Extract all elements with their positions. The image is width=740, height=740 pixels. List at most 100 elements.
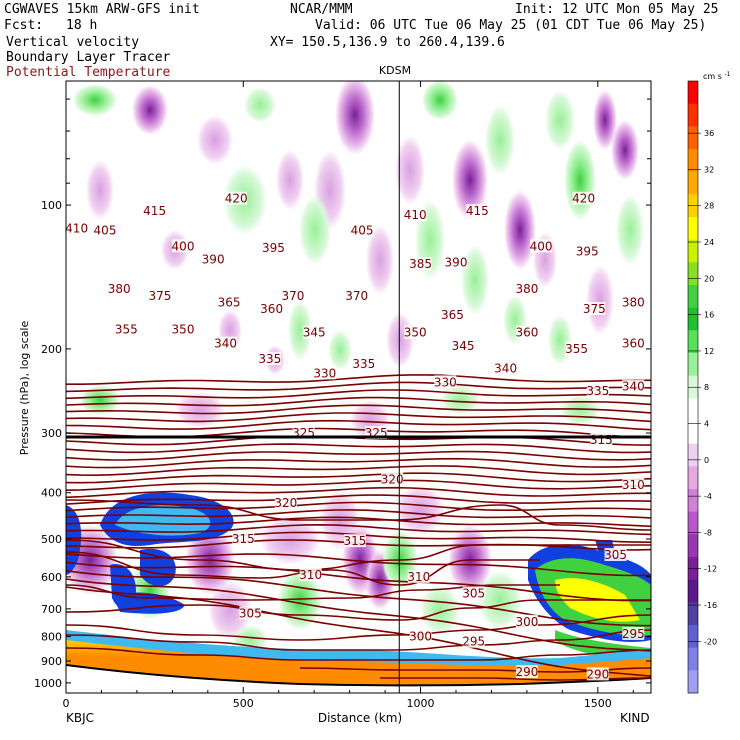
theta-label-bg <box>404 325 427 339</box>
x-tick-label: 1500 <box>584 697 612 710</box>
y-tick-label: 900 <box>41 655 62 668</box>
theta-label-bg <box>462 586 485 600</box>
theta-label-bg <box>218 295 241 309</box>
forecast-hour: 18 h <box>66 18 98 33</box>
theta-label-bg <box>586 384 609 398</box>
theta-label-bg <box>466 204 489 218</box>
isentrope <box>66 381 651 393</box>
theta-label-bg <box>274 495 297 509</box>
y-tick-label: 700 <box>41 603 62 616</box>
isentrope <box>66 599 651 621</box>
theta-label: 405 <box>94 223 117 237</box>
x-axis-ticks: 0 500 1000 1500 <box>63 81 634 710</box>
theta-label: 315 <box>590 433 613 447</box>
chart-title: KDSM <box>379 64 411 77</box>
theta-label: 340 <box>622 380 645 394</box>
isentrope <box>66 570 651 627</box>
theta-label: 310 <box>407 570 430 584</box>
isentrope <box>66 629 651 651</box>
isentrope <box>66 457 651 469</box>
field-potential-temperature: Potential Temperature <box>6 65 171 80</box>
colorbar-label: 16 <box>704 311 714 320</box>
theta-label-bg <box>172 239 194 253</box>
colorbar-swatch <box>688 579 698 603</box>
theta-label-bg <box>202 252 225 266</box>
theta-label-bg <box>622 626 645 640</box>
theta-label: 295 <box>462 635 485 649</box>
theta-label: 300 <box>409 630 432 644</box>
colorbar-swatch <box>688 330 698 354</box>
theta-label-bg <box>239 606 262 620</box>
isentrope <box>66 443 651 454</box>
isentrope <box>66 494 651 505</box>
theta-label: 375 <box>149 289 172 303</box>
theta-label-bg <box>94 223 116 237</box>
colorbar-label: 12 <box>704 347 714 356</box>
colorbar-swatch <box>688 353 698 377</box>
theta-label-bg <box>66 221 88 235</box>
theta-label-bg <box>313 366 336 380</box>
theta-label-bg <box>351 223 374 237</box>
theta-label: 415 <box>466 204 489 218</box>
org-label: NCAR/MMM <box>290 2 353 17</box>
colorbar-label: 20 <box>704 274 714 283</box>
theta-label: 305 <box>604 548 627 562</box>
theta-label: 335 <box>586 384 609 398</box>
init-time: Init: 12 UTC Mon 05 May 25 <box>515 2 719 17</box>
theta-label-bg <box>583 301 606 315</box>
theta-label-bg <box>345 289 368 303</box>
plot-area: 420 420 415 415 410 410 405 405 400 400 395 395 390 3… <box>66 81 651 693</box>
isentrope <box>66 412 651 423</box>
theta-label-bg <box>299 568 322 582</box>
potential-temperature-labels: 420 420 415 415 410 410 405 405 400 400 395 395 390 3… <box>66 191 645 681</box>
theta-label: 295 <box>622 627 645 641</box>
forecast-label: Fcst: <box>4 18 44 33</box>
colorbar-label: -20 <box>704 637 717 646</box>
colorbar-swatch <box>688 285 698 309</box>
colorbar-unit-exponent: -1 <box>724 71 730 78</box>
theta-label: 320 <box>274 496 297 510</box>
y-tick-label: 200 <box>41 343 62 356</box>
theta-label-bg <box>515 665 538 679</box>
colorbar-swatch <box>688 126 698 150</box>
theta-label: 380 <box>108 282 131 296</box>
theta-label: 380 <box>622 296 645 310</box>
theta-label: 365 <box>441 308 464 322</box>
theta-label-bg <box>407 569 430 583</box>
colorbar-swatch <box>688 217 698 241</box>
theta-label: 315 <box>344 534 367 548</box>
colorbar-swatch <box>688 239 698 263</box>
theta-label-bg <box>576 244 599 258</box>
theta-label: 345 <box>303 326 326 340</box>
theta-label-bg <box>281 289 304 303</box>
colorbar-swatch <box>688 511 698 535</box>
isentrope <box>66 551 540 586</box>
theta-label-bg <box>445 255 467 269</box>
y-tick-label: 600 <box>41 571 62 584</box>
model-title: CGWAVES 15km ARW-GFS init <box>4 2 200 17</box>
theta-label: 410 <box>404 208 427 222</box>
colorbar: 36 32 28 24 20 16 12 8 4 0 -4 -8 -12 -16 -20 <box>687 80 717 694</box>
x-axis-title: Distance (km) <box>318 711 402 725</box>
theta-label-bg <box>303 325 326 339</box>
colorbar-swatch <box>688 149 698 173</box>
theta-label: 335 <box>352 357 375 371</box>
theta-label-bg <box>262 241 285 255</box>
colorbar-swatch <box>688 81 698 105</box>
theta-label: 360 <box>622 337 645 351</box>
theta-label: 365 <box>218 296 241 310</box>
theta-label-bg <box>143 204 166 218</box>
theta-label: 355 <box>115 322 138 336</box>
theta-label-bg <box>462 634 485 648</box>
isentrope <box>66 450 651 461</box>
colorbar-swatch <box>688 602 698 626</box>
theta-label-bg <box>409 257 432 271</box>
theta-label-bg <box>108 282 131 296</box>
theta-label: 420 <box>225 192 248 206</box>
colorbar-label: 8 <box>704 383 709 392</box>
valid-time: Valid: 06 UTC Tue 06 May 25 (01 CDT Tue … <box>315 18 707 33</box>
theta-label: 330 <box>434 375 457 389</box>
theta-label-bg <box>441 308 464 322</box>
theta-label: 415 <box>143 204 166 218</box>
isentrope <box>66 501 651 512</box>
